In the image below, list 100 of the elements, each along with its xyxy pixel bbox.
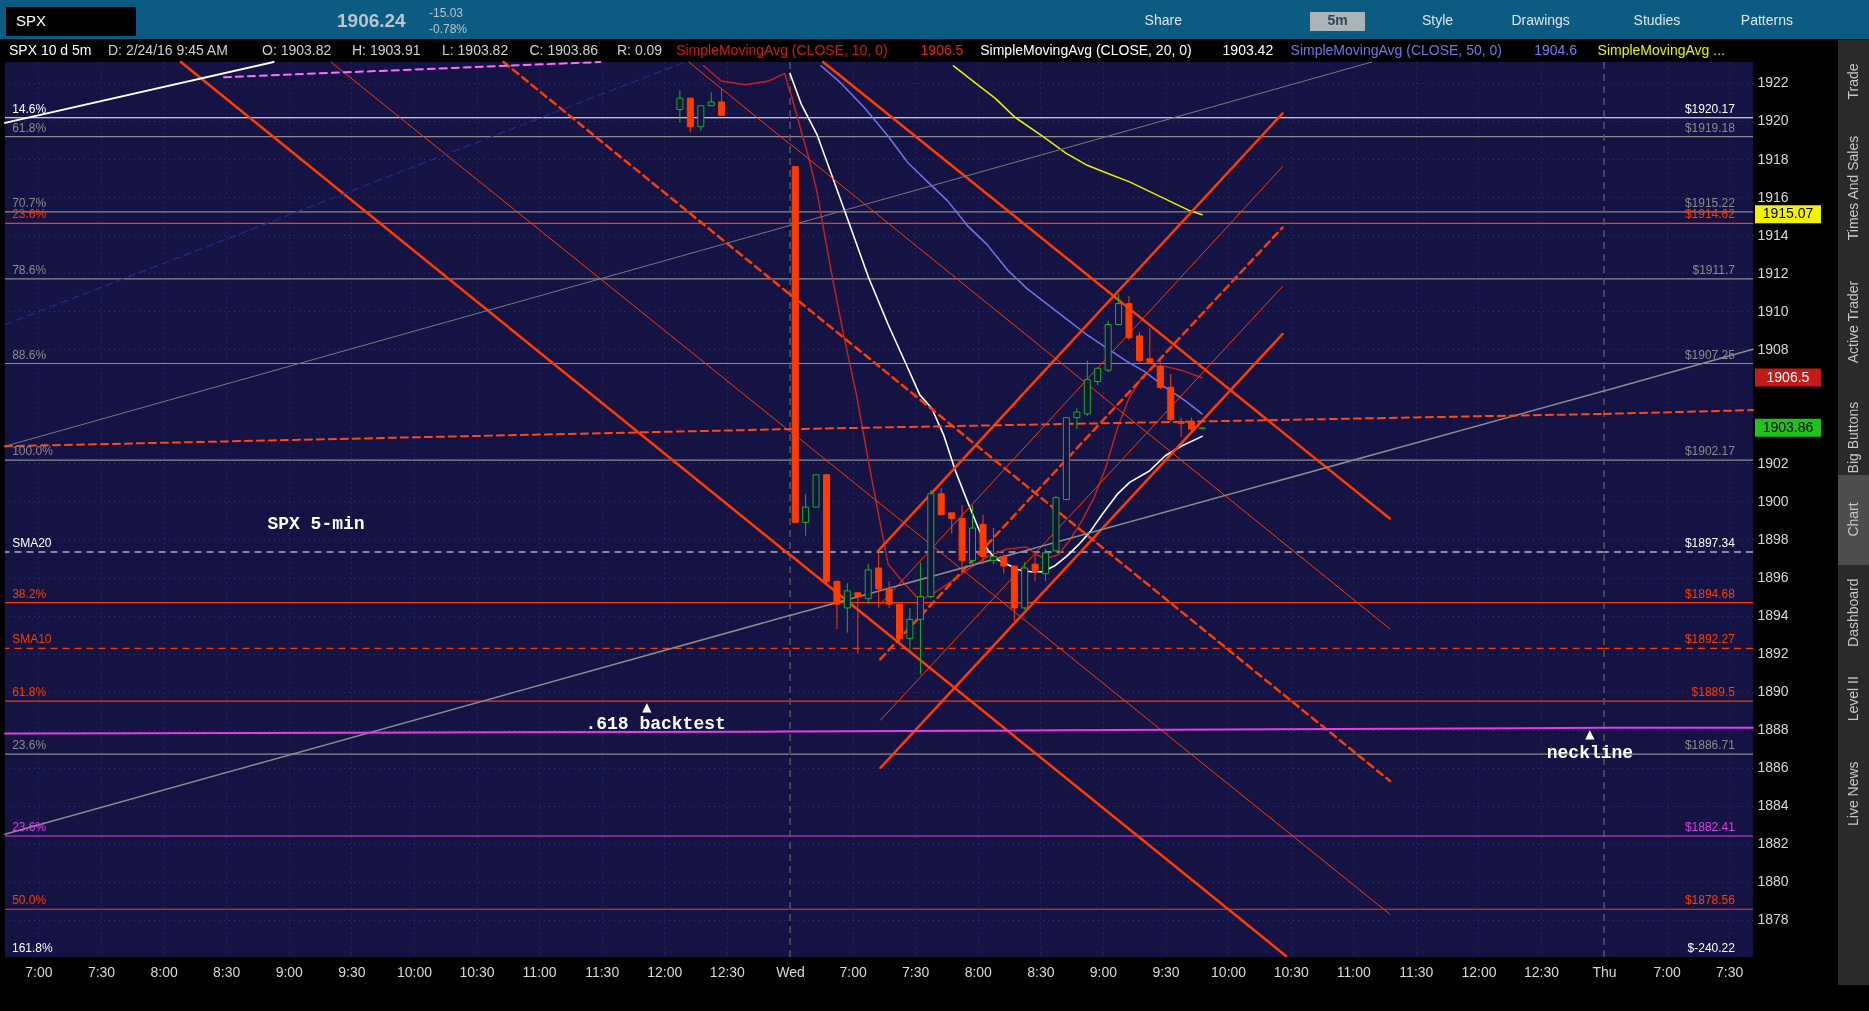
y-tick-label: 1878 — [1757, 911, 1789, 928]
text: 1906.5 — [1766, 368, 1810, 385]
x-tick-label: 10:00 — [396, 963, 433, 980]
text: Drawings — [1511, 12, 1570, 28]
text: SimpleMovingAvg (CLOSE, 20, 0) — [980, 42, 1192, 59]
x-tick-label: 10:00 — [1211, 963, 1247, 980]
annotation: 78.6% — [12, 262, 47, 277]
ref-line-label: $1907.25 — [1684, 347, 1736, 362]
text: Studies — [1633, 12, 1681, 28]
x-tick-label: 8:30 — [213, 963, 241, 980]
x-tick-label: 12:00 — [647, 963, 683, 980]
text: 1915.07 — [1762, 205, 1814, 222]
ref-line-label: $1920.17 — [1684, 101, 1736, 116]
x-tick-label: 9:30 — [1152, 963, 1180, 980]
annotation: $-240.22 — [1687, 941, 1736, 955]
ref-line-label: $1886.71 — [1684, 738, 1736, 753]
text: SimpleMovingAvg ... — [1597, 42, 1725, 59]
y-tick-label: 1892 — [1757, 645, 1789, 662]
x-tick-label: 7:00 — [1653, 963, 1681, 980]
text: -0.78% — [429, 21, 468, 36]
y-tick-label: 1900 — [1757, 492, 1789, 509]
text: O: 1903.82 — [262, 42, 332, 59]
x-tick-label: 9:00 — [275, 963, 304, 980]
x-tick-label: 11:00 — [522, 963, 557, 980]
x-tick-label: 7:30 — [902, 963, 930, 980]
x-tick-label: 9:30 — [338, 963, 366, 980]
annotation: ▲ — [1585, 726, 1596, 741]
text: 1906.5 — [920, 42, 964, 59]
x-tick-label: 8:00 — [964, 963, 993, 980]
text: -15.03 — [429, 6, 464, 20]
y-tick-label: 1922 — [1757, 74, 1789, 91]
ref-line-label: $1897.34 — [1684, 536, 1736, 551]
annotation: .618 backtest — [585, 714, 726, 734]
annotation: 14.6% — [12, 101, 47, 116]
x-tick-label: 11:00 — [1336, 963, 1371, 980]
y-tick-label: 1914 — [1757, 226, 1789, 243]
ref-line-label: $1889.5 — [1691, 685, 1736, 700]
annotation: 23.6% — [12, 738, 47, 753]
text: Active Trader — [1844, 280, 1861, 364]
ref-line-label: $1902.17 — [1684, 444, 1736, 459]
annotation: 23.6% — [12, 207, 47, 222]
y-tick-label: 1896 — [1757, 569, 1789, 585]
ref-line-label: $1919.18 — [1684, 120, 1736, 135]
annotation: SMA20 — [12, 536, 52, 551]
y-tick-label: 1898 — [1757, 530, 1789, 547]
x-tick-label: 9:00 — [1089, 963, 1118, 980]
x-tick-label: 12:00 — [1461, 963, 1497, 980]
ref-line-label: $1915.22 — [1684, 195, 1736, 210]
x-tick-label: 8:00 — [150, 963, 178, 980]
text: Share — [1144, 12, 1183, 28]
chart-title: SPX 10 d 5m — [9, 42, 92, 59]
annotation: 70.7% — [12, 195, 47, 210]
annotation: 61.8% — [12, 120, 47, 135]
annotation: 50.0% — [12, 893, 47, 908]
text: Chart — [1844, 502, 1861, 537]
x-tick-label: 12:30 — [1524, 963, 1560, 980]
text: SPX — [16, 12, 47, 29]
text: H: 1903.91 — [352, 42, 421, 59]
x-tick-label: 7:00 — [839, 963, 867, 980]
text: Level II — [1844, 676, 1861, 722]
text: Times And Sales — [1844, 135, 1861, 241]
text: Dashboard — [1844, 578, 1861, 647]
annotation: 161.8% — [12, 941, 54, 955]
annotation: 61.8% — [12, 685, 47, 700]
annotation: SPX 5-min — [267, 514, 365, 534]
x-tick-label: 10:30 — [1273, 963, 1309, 980]
y-tick-label: 1912 — [1757, 264, 1789, 281]
text: SimpleMovingAvg (CLOSE, 10, 0) — [676, 42, 888, 59]
x-tick-label: 7:30 — [87, 963, 116, 980]
y-tick-label: 1918 — [1757, 150, 1789, 167]
y-tick-label: 1880 — [1757, 873, 1789, 890]
annotation: SMA10 — [12, 632, 52, 647]
text: C: 1903.86 — [529, 42, 599, 59]
y-tick-label: 1908 — [1757, 340, 1789, 357]
annotation: ▲ — [642, 700, 653, 715]
x-tick-label: 8:30 — [1027, 963, 1055, 980]
y-tick-label: 1920 — [1757, 112, 1789, 129]
text: L: 1903.82 — [442, 42, 509, 59]
y-tick-label: 1884 — [1757, 797, 1789, 814]
y-tick-label: 1886 — [1757, 759, 1789, 776]
text: Trade — [1844, 63, 1861, 100]
annotation: 100.0% — [12, 444, 54, 459]
x-tick-label: 11:30 — [585, 963, 620, 980]
x-tick-label: 7:00 — [25, 963, 53, 980]
ref-line-label: $1892.27 — [1684, 632, 1736, 647]
x-tick-label: Wed — [776, 963, 805, 980]
text: Style — [1422, 12, 1454, 28]
annotation: neckline — [1546, 743, 1634, 763]
y-tick-label: 1882 — [1757, 835, 1789, 852]
x-tick-label: 7:30 — [1716, 963, 1744, 980]
y-tick-label: 1916 — [1757, 188, 1789, 205]
text: 5m — [1327, 12, 1348, 28]
ref-line-label: $1914.62 — [1684, 207, 1736, 222]
text: D: 2/24/16 9:45 AM — [108, 42, 228, 59]
y-tick-label: 1890 — [1757, 683, 1789, 700]
text: 1903.86 — [1762, 418, 1814, 435]
text: Live News — [1844, 761, 1861, 826]
text: 1906.24 — [337, 10, 407, 31]
ref-line-label: $1911.7 — [1692, 262, 1736, 277]
text: Patterns — [1740, 12, 1793, 28]
